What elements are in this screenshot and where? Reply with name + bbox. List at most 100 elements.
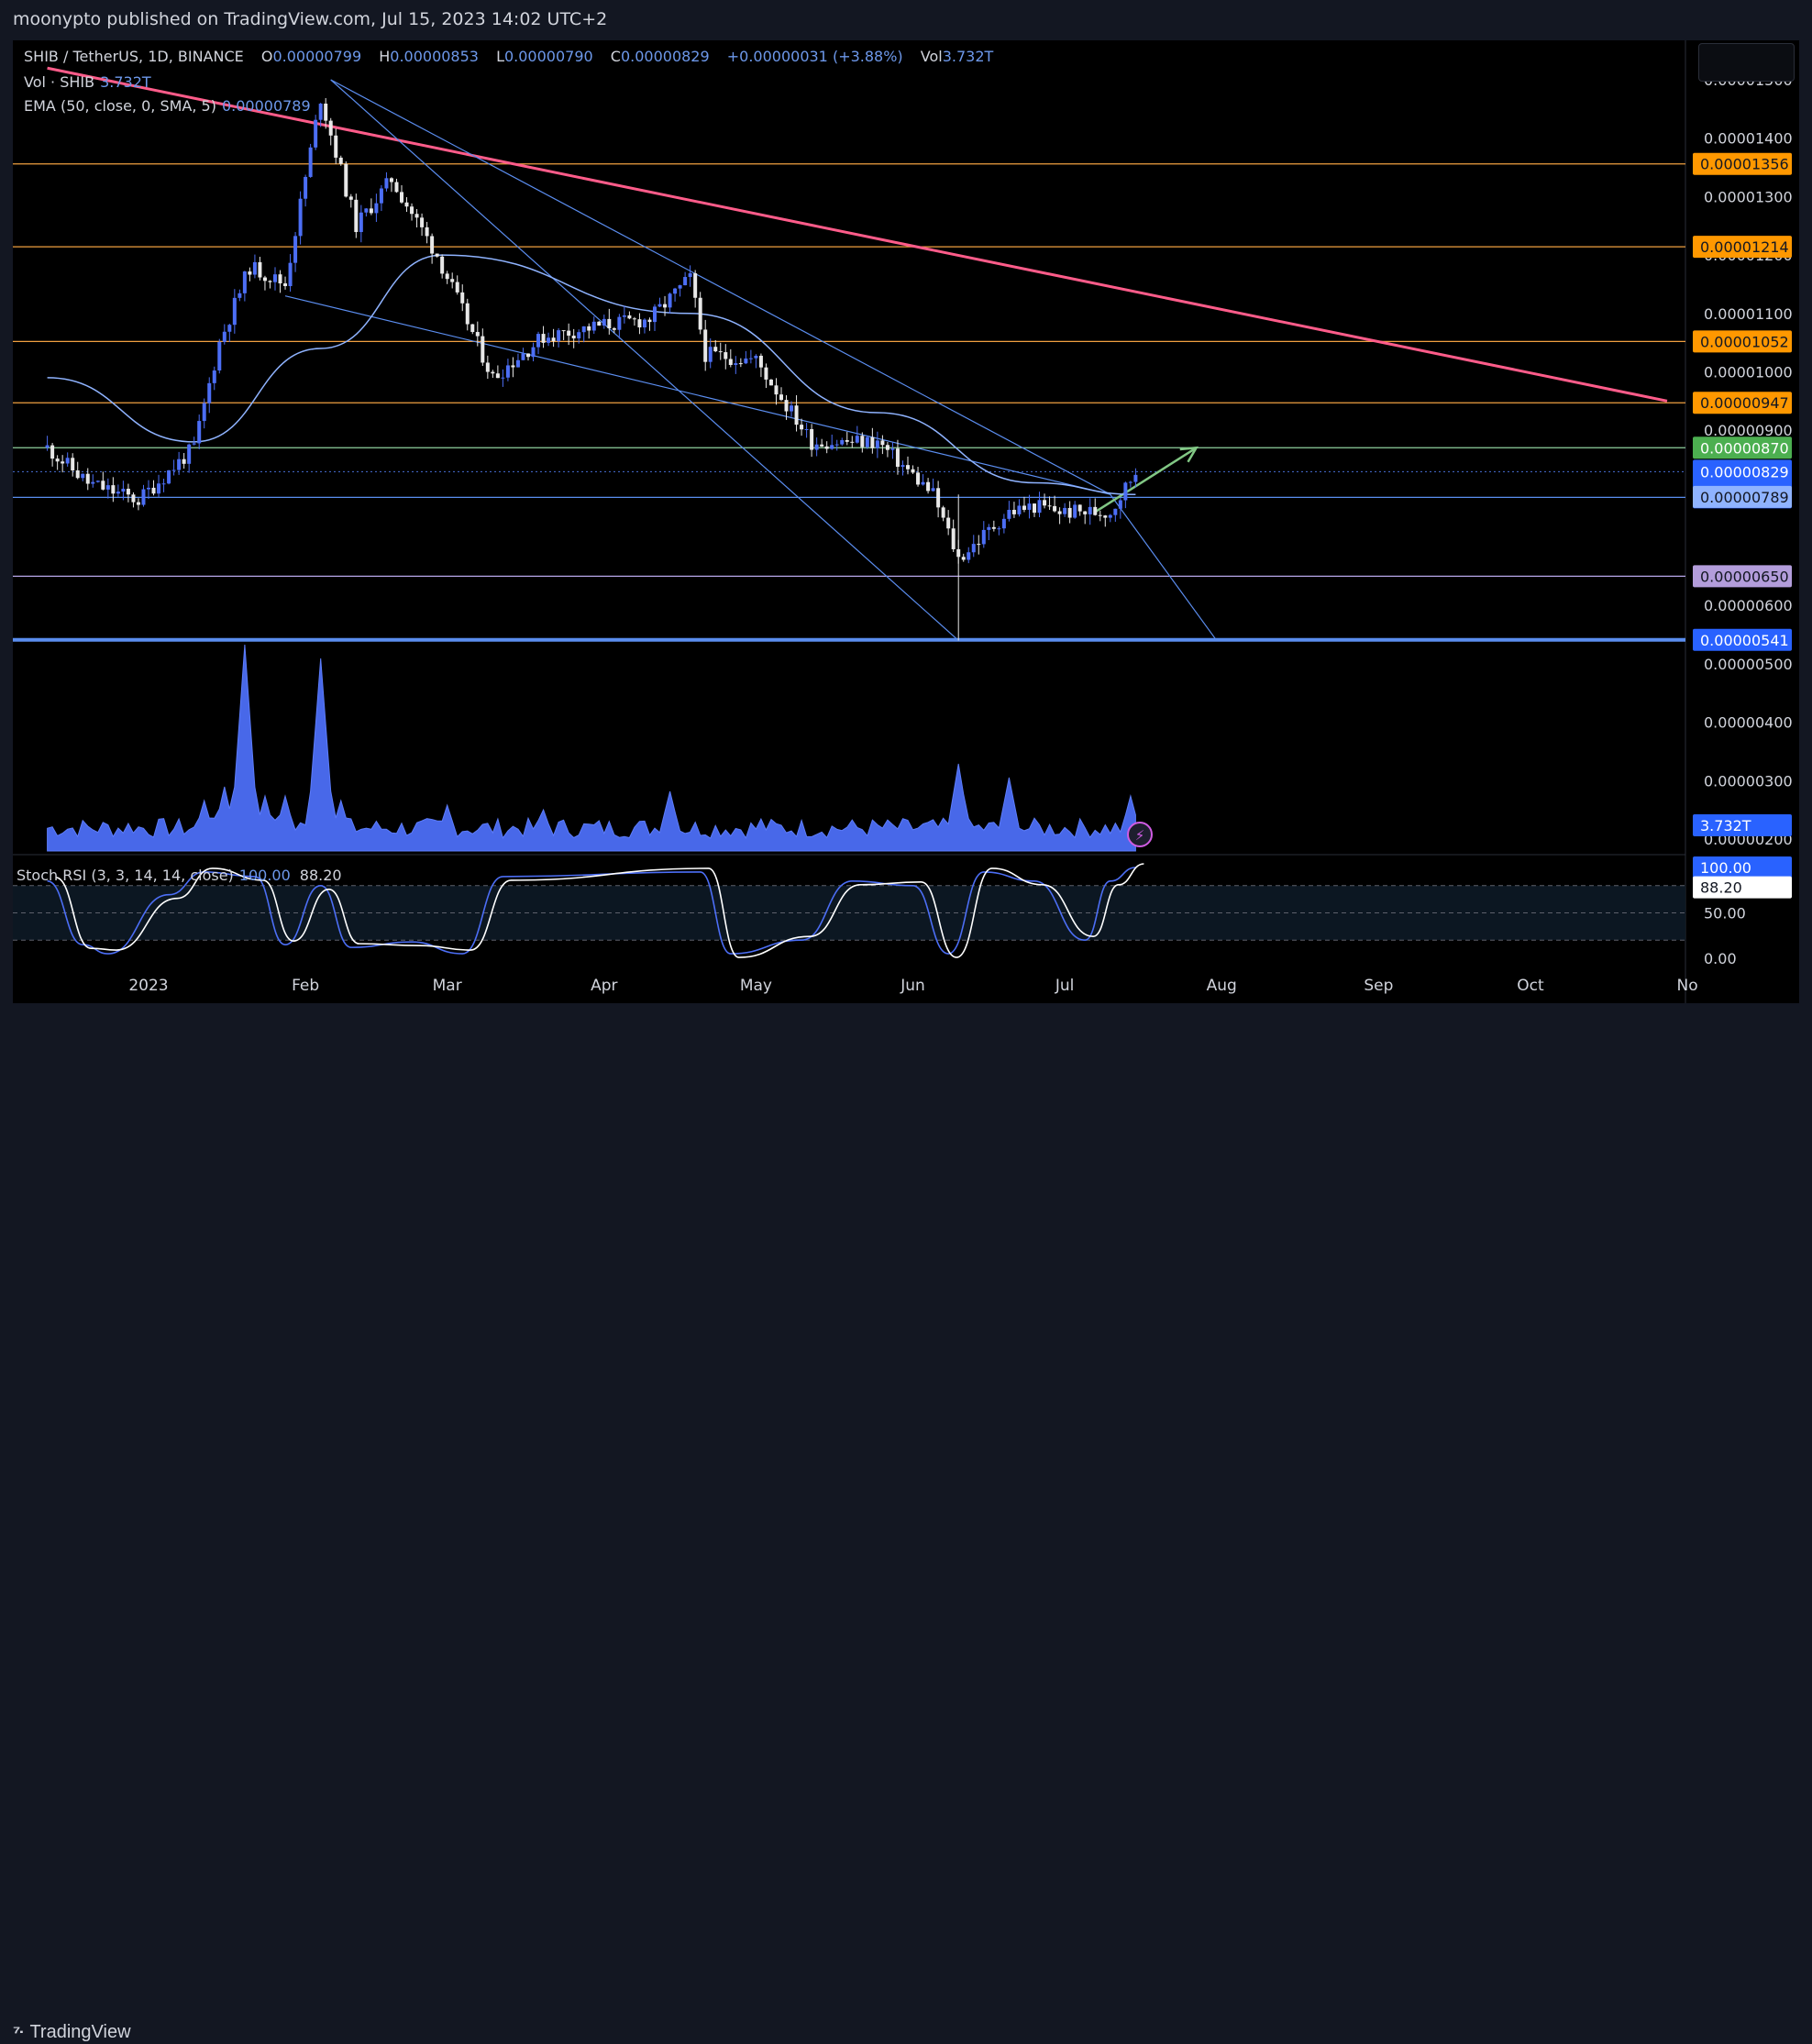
candle-body (71, 458, 75, 470)
candle-body (571, 336, 576, 339)
candle-body (865, 436, 869, 447)
brand-name: TradingView (29, 2022, 131, 2042)
candle-body (262, 277, 267, 282)
legend-ema-value: 0.00000789 (221, 97, 311, 115)
candle-body (324, 104, 328, 121)
green-arrow-line (1094, 447, 1198, 514)
chart-settings-box[interactable] (1698, 43, 1795, 82)
candle-body (121, 488, 126, 492)
time-tick: Oct (1517, 977, 1544, 995)
candle-body (703, 329, 708, 362)
candle-body (653, 306, 657, 323)
candle-body (481, 336, 485, 363)
candle-body (890, 448, 895, 450)
candle-body (790, 405, 794, 412)
candle-body (328, 120, 333, 136)
candle-body (1033, 503, 1036, 514)
candle-body (242, 271, 247, 293)
candle-body (1001, 518, 1006, 529)
candle-body (491, 371, 495, 374)
candle-body (754, 355, 758, 359)
candle-body (470, 324, 475, 333)
candle-body (657, 304, 662, 307)
brand[interactable]: ⁷ᐧ TradingView (13, 2021, 131, 2044)
level-tag-0.00001214: 0.00001214 (1700, 238, 1789, 256)
candle-body (75, 470, 80, 479)
candle-body (167, 470, 171, 484)
level-tag-0.00000650-bg (1693, 565, 1792, 588)
candle-body (622, 315, 626, 317)
candle-body (850, 441, 855, 443)
candle-body (111, 485, 116, 494)
candle-body (227, 325, 232, 332)
candle-body (744, 358, 748, 364)
candle-body (151, 487, 156, 494)
ema-tag: 0.00000789 (1700, 489, 1789, 506)
pink-trendline (47, 66, 1668, 403)
candle-body (708, 347, 713, 362)
candle-body (941, 507, 945, 518)
candle-body (936, 488, 941, 508)
legend-vol-row-label[interactable]: Vol · SHIB (24, 73, 95, 91)
candle-body (314, 119, 318, 148)
candle-body (1057, 511, 1062, 514)
chart-svg[interactable]: ⚡ 0.000015000.000014000.000013000.000012… (0, 0, 1812, 1053)
candle-body (911, 469, 915, 473)
candle-body (384, 178, 389, 189)
candle-body (698, 297, 702, 330)
candle-body (394, 182, 399, 193)
candle-body (875, 440, 879, 448)
legend-ema: EMA (50, close, 0, SMA, 5) 0.00000789 (24, 97, 311, 115)
candle-body (981, 529, 986, 545)
candle-body (536, 334, 541, 348)
candle-body (410, 206, 414, 215)
candle-body (252, 261, 257, 275)
candle-body (344, 163, 348, 197)
candle-body (724, 352, 728, 359)
candle-body (764, 367, 768, 380)
candle-body (647, 319, 652, 323)
candle-body (1007, 509, 1011, 519)
candle-body (713, 347, 718, 352)
time-tick: 2023 (128, 977, 168, 995)
candle-body (561, 330, 566, 332)
candle-body (916, 472, 921, 485)
stoch-d-tag-bg (1693, 876, 1792, 899)
candle-body (288, 262, 293, 287)
candle-body (460, 292, 465, 304)
candle-body (91, 481, 95, 484)
level-tag-0.00000541-bg (1693, 628, 1792, 651)
time-tick: Jun (900, 977, 925, 995)
time-tick: Mar (433, 977, 462, 995)
candle-body (921, 481, 925, 485)
candle-body (768, 379, 773, 386)
candle-body (774, 385, 779, 395)
candle-body (1133, 474, 1138, 482)
time-tick: Apr (591, 977, 617, 995)
candle-body (45, 445, 50, 448)
candle-body (587, 326, 591, 331)
candle-body (804, 428, 809, 430)
legend-symbol[interactable]: SHIB / TetherUS, 1D, BINANCE (24, 48, 244, 65)
candle-body (293, 236, 298, 263)
lightning-badge (1127, 822, 1153, 847)
candle-body (55, 459, 60, 462)
candle-body (475, 332, 480, 337)
candle-body (304, 176, 308, 199)
price-tick: 0.00000900 (1704, 422, 1793, 439)
candle-body (147, 487, 150, 490)
candle-body (505, 365, 510, 378)
candle-body (425, 226, 429, 237)
candle-body (1077, 504, 1082, 512)
candle-body (820, 444, 824, 447)
legend-ema-label[interactable]: EMA (50, close, 0, SMA, 5) (24, 97, 216, 115)
candle-body (182, 459, 186, 464)
legend-stoch-label[interactable]: Stoch RSI (3, 3, 14, 14, close) (17, 867, 234, 884)
ema-tag-bg (1693, 485, 1792, 508)
candle-body (845, 439, 849, 442)
candle-body (814, 444, 819, 450)
candle-body (131, 494, 136, 503)
level-tag-0.00001214-bg (1693, 236, 1792, 259)
candle-body (800, 425, 804, 430)
candle-body (967, 552, 971, 560)
